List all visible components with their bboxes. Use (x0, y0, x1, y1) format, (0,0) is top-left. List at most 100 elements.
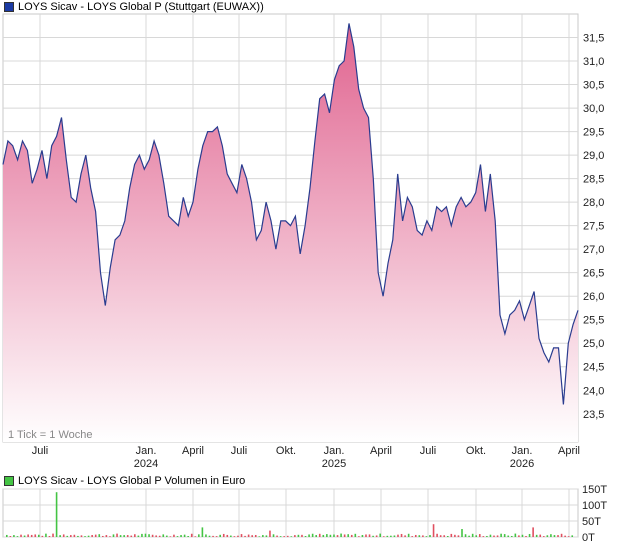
volume-bar (240, 534, 243, 537)
volume-bar (475, 535, 478, 537)
volume-bar (62, 534, 65, 537)
volume-bar (390, 535, 392, 537)
price-xtick-label: Jan. (512, 445, 533, 457)
volume-bar (276, 535, 278, 537)
volume-bar (269, 530, 271, 537)
volume-bar (123, 535, 125, 537)
price-ytick-label: 24,5 (583, 362, 604, 374)
volume-bar (368, 534, 371, 537)
volume-bar (340, 533, 342, 537)
volume-bar (404, 535, 406, 537)
price-ytick-label: 25,0 (583, 338, 604, 350)
volume-bar (102, 535, 104, 537)
volume-bar (294, 535, 296, 537)
volume-bar (400, 533, 403, 537)
price-line (2, 23, 579, 405)
volume-bar (393, 535, 396, 537)
volume-bar (443, 535, 446, 537)
volume-bar (80, 535, 83, 537)
volume-bar (144, 533, 147, 537)
volume-bar (244, 535, 246, 537)
volume-bar (94, 534, 97, 537)
price-legend-swatch (4, 2, 14, 12)
volume-bar (386, 535, 389, 537)
volume-bar (262, 535, 264, 537)
volume-bar (486, 535, 488, 537)
volume-bar (439, 535, 442, 537)
volume-bar (34, 534, 37, 537)
price-ytick-label: 27,5 (583, 221, 604, 233)
volume-bar (230, 535, 232, 537)
volume-bar (514, 533, 517, 537)
volume-bar (528, 533, 531, 537)
volume-bar (564, 535, 566, 537)
volume-bar (318, 533, 321, 537)
volume-bar (41, 535, 44, 537)
volume-bar (183, 534, 186, 537)
volume-bar (59, 535, 61, 537)
volume-bar (365, 534, 367, 537)
volume-bar (493, 535, 495, 537)
volume-bar (205, 534, 207, 537)
volume-bar (532, 527, 534, 537)
volume-bar (73, 534, 76, 537)
price-xtick-year: 2026 (510, 458, 534, 470)
volume-bar (66, 535, 69, 537)
price-xtick-label: Jan. (324, 445, 345, 457)
volume-bar (158, 535, 161, 537)
volume-bar (105, 535, 108, 537)
volume-bar (361, 535, 364, 537)
volume-bar (30, 534, 33, 537)
volume-bar (134, 534, 136, 537)
volume-bar (397, 534, 399, 537)
price-xtick-label: Okt. (466, 445, 486, 457)
volume-bar (457, 535, 460, 537)
volume-bar (55, 492, 58, 537)
volume-bar (283, 536, 285, 537)
price-ytick-label: 29,5 (583, 127, 604, 139)
volume-bar (432, 524, 435, 537)
volume-bar (148, 534, 150, 537)
volume-plot-frame (2, 488, 579, 538)
volume-bar (77, 535, 79, 537)
price-ytick-label: 28,5 (583, 174, 604, 186)
volume-bar (27, 534, 29, 537)
price-xtick-label: Juli (32, 445, 49, 457)
volume-bar (176, 536, 179, 537)
volume-bar (478, 534, 481, 537)
volume-bar (407, 533, 410, 537)
volume-bar (550, 534, 552, 537)
volume-bar (251, 535, 253, 537)
volume-bar (112, 534, 115, 537)
volume-bar (87, 535, 90, 537)
volume-bar (315, 535, 317, 537)
volume-bar (336, 535, 339, 537)
volume-bar (382, 536, 385, 537)
volume-bar (194, 536, 197, 537)
volume-bar (553, 535, 556, 537)
volume-bar (304, 536, 307, 537)
volume-legend-swatch (4, 476, 14, 486)
volume-bar (567, 536, 570, 537)
price-ytick-label: 25,5 (583, 315, 604, 327)
volume-bar (226, 534, 229, 537)
volume-bar (233, 536, 236, 537)
price-ytick-label: 30,5 (583, 80, 604, 92)
volume-bar (116, 533, 118, 537)
volume-bar (521, 534, 524, 537)
price-ytick-label: 27,0 (583, 244, 604, 256)
price-xtick-year: 2025 (322, 458, 346, 470)
volume-bar (482, 536, 485, 537)
volume-bar (162, 534, 165, 537)
tick-note: 1 Tick = 1 Woche (8, 429, 93, 441)
volume-bar (418, 535, 421, 537)
volume-bar (571, 535, 574, 537)
volume-bar (180, 535, 182, 537)
volume-bar (151, 534, 154, 537)
volume-bar (311, 533, 314, 537)
volume-bar (173, 534, 175, 537)
volume-bar (166, 535, 168, 537)
volume-bar (518, 535, 520, 537)
price-xtick-label: Juli (420, 445, 437, 457)
price-ytick-label: 23,5 (583, 409, 604, 421)
